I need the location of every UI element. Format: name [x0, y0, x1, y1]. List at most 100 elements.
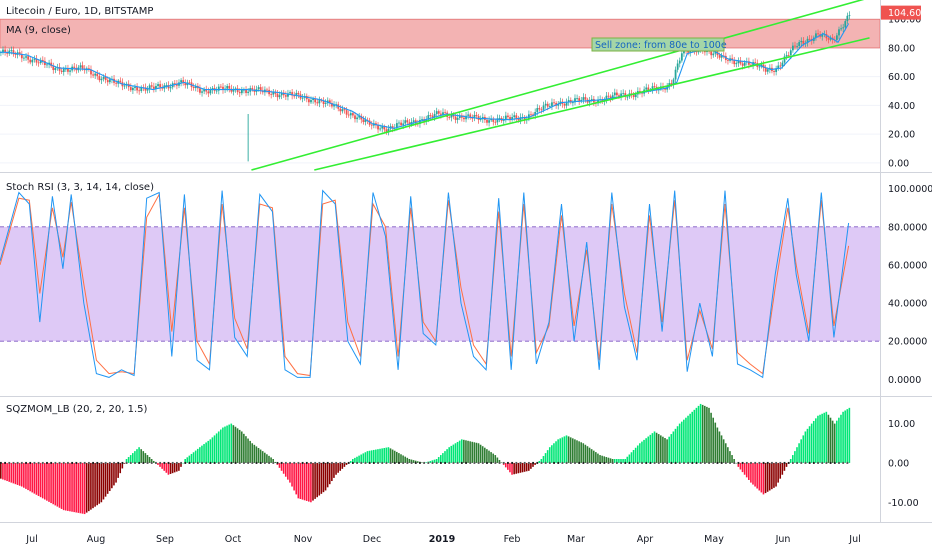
candle-body	[152, 86, 155, 89]
sqzmom-zero-dot	[737, 461, 740, 464]
sqzmom-zero-dot	[636, 461, 639, 464]
candle-body	[806, 38, 809, 43]
sqzmom-bar	[534, 462, 536, 465]
candle-body	[140, 87, 143, 91]
sqzmom-bar	[718, 431, 721, 463]
candle-body	[314, 98, 317, 103]
sqzmom-bar	[37, 462, 40, 496]
sqzmom-zero-dot	[553, 461, 555, 464]
sqzmom-bar	[792, 455, 794, 463]
candle-body	[217, 86, 220, 91]
candle-body	[787, 55, 790, 56]
sqzmom-zero-dot	[71, 461, 74, 464]
sqzmom-zero-dot	[58, 461, 61, 464]
time-tick-label: Feb	[504, 534, 521, 545]
candle-body	[504, 115, 507, 120]
candle-body	[773, 71, 775, 73]
sqzmom-bar	[148, 457, 151, 463]
candle-body	[173, 83, 176, 85]
candle-body	[25, 56, 27, 58]
candle-body	[408, 122, 411, 125]
sqzmom-bar	[701, 404, 704, 463]
time-tick-label: Jun	[775, 534, 791, 545]
sqzmom-bar	[789, 459, 792, 463]
sqzmom-zero-dot	[766, 461, 769, 464]
candle-body	[343, 109, 346, 111]
sqzmom-zero-dot	[368, 461, 371, 464]
sqzmom-zero-dot	[507, 461, 509, 464]
candle-body	[620, 93, 622, 97]
sqzmom-bar	[452, 444, 455, 463]
candle-body	[530, 114, 532, 116]
sqzmom-bar	[205, 442, 207, 463]
sqzmom-bar	[404, 456, 406, 463]
sqzmom-bar	[111, 462, 113, 489]
sqzmom-bar	[328, 462, 331, 485]
candle-body	[88, 68, 90, 70]
sqzmom-zero-dot	[50, 461, 53, 464]
sqzmom-bar	[412, 460, 415, 463]
sqzmom-bar	[312, 462, 314, 501]
candle-body	[398, 122, 400, 124]
chart-title: Litecoin / Euro, 1D, BITSTAMP	[6, 6, 153, 17]
sqzmom-zero-dot	[356, 461, 358, 464]
candle-body	[209, 89, 212, 94]
sqzmom-bar	[159, 462, 161, 467]
sqzmom-bar	[691, 411, 694, 463]
candle-body	[247, 91, 250, 93]
sqzmom-zero-dot	[662, 461, 664, 464]
candle-body	[710, 51, 713, 56]
sqzmom-zero-dot	[67, 461, 69, 464]
sqzmom-bar	[557, 439, 559, 463]
sqzmom-bar	[150, 459, 153, 463]
candle-body	[335, 104, 338, 106]
sqzmom-zero-dot	[188, 461, 191, 464]
price-tick-label: 20.00	[888, 130, 915, 141]
sqzmom-bar	[69, 462, 71, 512]
candle-body	[387, 128, 390, 132]
sqzmom-bar	[678, 423, 681, 463]
sqzmom-bar	[16, 462, 19, 485]
candle-body	[136, 86, 138, 91]
candle-body	[106, 80, 109, 83]
candle-body	[548, 106, 551, 107]
candle-body	[473, 114, 476, 119]
candle-body	[634, 94, 637, 98]
candle-body	[60, 70, 63, 72]
sqzmom-bar	[766, 462, 769, 492]
sqzmom-zero-dot	[540, 461, 543, 464]
sqzmom-bar	[584, 444, 587, 463]
time-tick-label: Jul	[848, 534, 860, 545]
sqzmom-bar	[833, 423, 836, 463]
sqzmom-zero-dot	[620, 461, 622, 464]
candle-body	[228, 86, 231, 89]
sqzmom-bar	[756, 462, 758, 489]
candle-body	[808, 38, 811, 40]
candle-body	[450, 114, 453, 118]
sqzmom-bar	[343, 462, 346, 467]
candle-body	[383, 126, 386, 130]
sqzmom-zero-dot	[641, 461, 643, 464]
candle-body	[762, 64, 765, 68]
candle-body	[402, 123, 405, 126]
sqzmom-zero-dot	[272, 461, 275, 464]
sqzmom-zero-dot	[657, 461, 660, 464]
sqzmom-bar	[810, 423, 813, 463]
sqzmom-bar	[88, 462, 90, 512]
sqzmom-bar	[425, 462, 427, 463]
sqzmom-bar	[848, 407, 851, 463]
sqzmom-bar	[391, 449, 394, 463]
candle-body	[565, 102, 568, 106]
sqzmom-bar	[823, 412, 826, 463]
sqzmom-zero-dot	[771, 461, 773, 464]
sqzmom-bar	[597, 453, 599, 463]
sqzmom-bar	[50, 462, 52, 504]
sqzmom-bar	[215, 433, 218, 463]
candle-body	[796, 45, 798, 47]
sqzmom-bar	[827, 414, 830, 463]
candle-body	[201, 91, 203, 93]
sqzmom-bar	[251, 443, 254, 463]
candle-body	[781, 62, 784, 67]
candle-body	[90, 69, 92, 75]
stoch-rsi-pane: Stoch RSI (3, 3, 14, 14, close) 0.0000 20…	[0, 182, 932, 386]
